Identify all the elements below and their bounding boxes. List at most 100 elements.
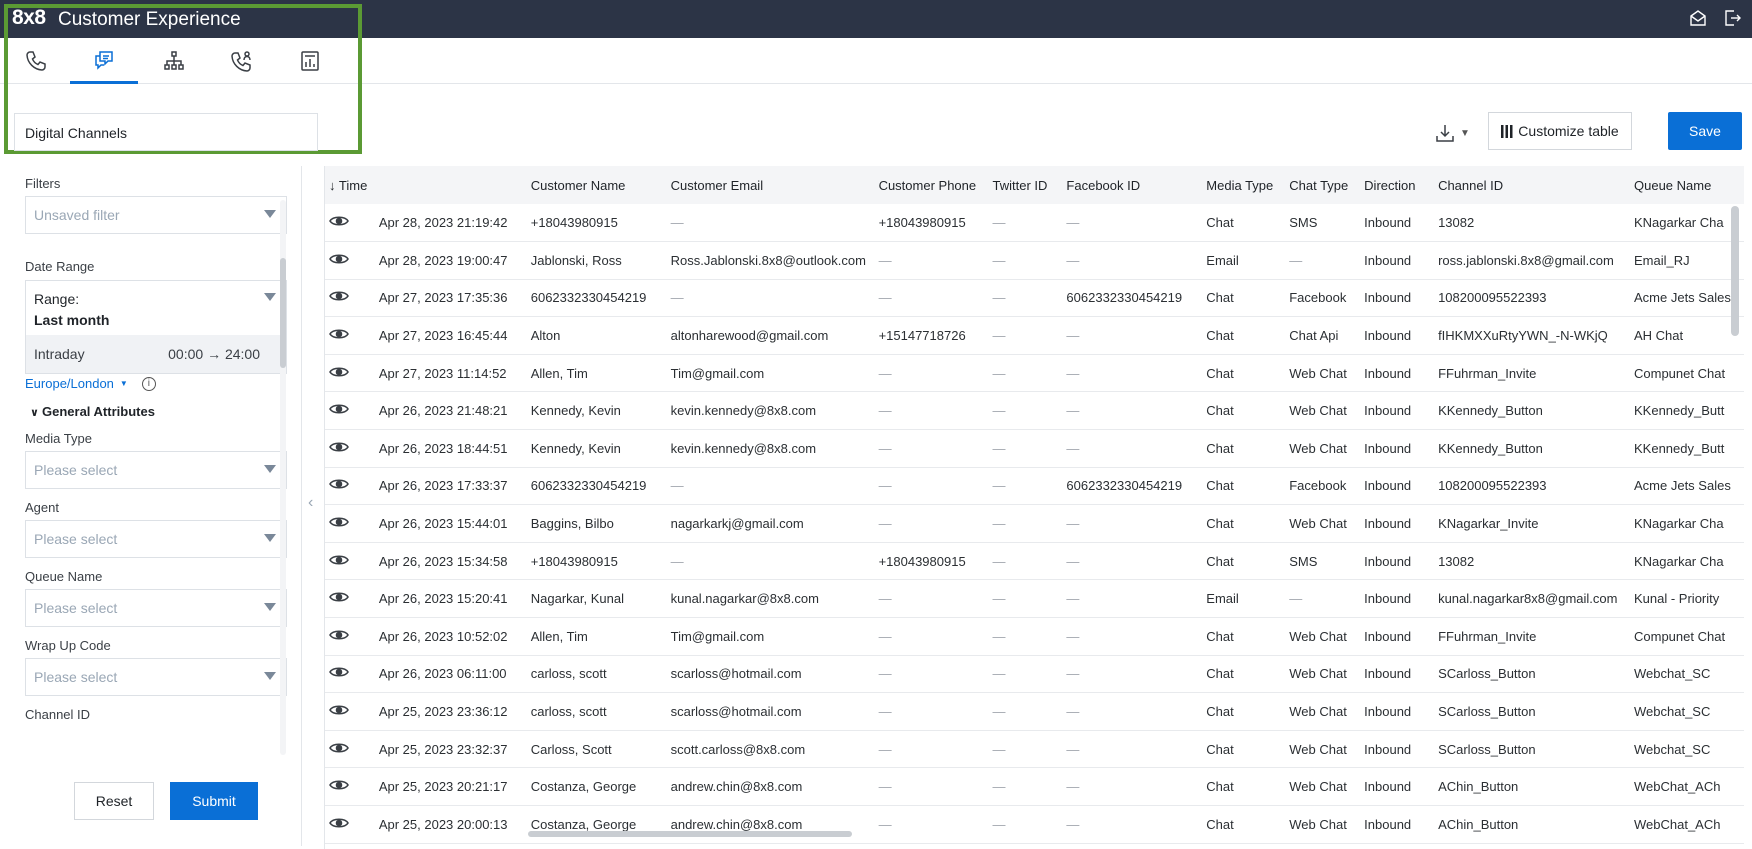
column-customer-email[interactable]: Customer Email — [666, 166, 875, 204]
view-record-button[interactable] — [325, 241, 375, 280]
channel-selector[interactable]: Digital Channels — [14, 113, 318, 151]
table-cell: Inbound — [1360, 542, 1435, 581]
tab-phone[interactable] — [2, 38, 70, 84]
general-attributes-toggle[interactable]: ∨ General Attributes — [30, 404, 155, 419]
view-record-button[interactable] — [325, 767, 375, 806]
view-record-button[interactable] — [325, 504, 375, 543]
tab-digital-channels[interactable] — [70, 38, 138, 84]
table-row[interactable]: Apr 27, 2023 16:45:44 Alton altonharewood@… — [325, 316, 1744, 355]
queue-name-select[interactable]: Please select — [25, 589, 287, 627]
table-row[interactable]: Apr 25, 2023 20:00:13 Costanza, George and… — [325, 805, 1744, 844]
saved-filter-select[interactable]: Unsaved filter — [25, 196, 287, 234]
view-record-button[interactable] — [325, 204, 375, 243]
media-type-select[interactable]: Please select — [25, 451, 287, 489]
table-cell: Ross.Jablonski.8x8@outlook.com — [666, 241, 875, 280]
table-row[interactable]: Apr 28, 2023 19:00:47 Jablonski, Ross Ross… — [325, 241, 1744, 280]
tab-agent-calls[interactable] — [208, 38, 276, 84]
table-row[interactable]: Apr 27, 2023 17:35:36 6062332330454219— — —… — [325, 279, 1744, 318]
table-cell: — — [988, 579, 1063, 619]
column-channel-id[interactable]: Channel ID — [1434, 166, 1630, 204]
table-cell: Carloss, Scott — [526, 730, 667, 769]
table-cell: — — [1285, 579, 1361, 619]
view-record-button[interactable] — [325, 316, 375, 355]
timezone-select[interactable]: Europe/London ▼ i — [25, 376, 156, 391]
reset-button[interactable]: Reset — [74, 782, 154, 820]
intraday-row[interactable]: Intraday 00:00 → 24:00 — [26, 335, 286, 373]
table-row[interactable]: Apr 25, 2023 20:21:17 Costanza, George and… — [325, 767, 1744, 806]
table-row[interactable]: Apr 26, 2023 21:48:21 Kennedy, Kevin kevin… — [325, 391, 1744, 431]
table-cell: Nagarkar, Kunal — [526, 579, 667, 619]
table-cell: +18043980915 — [874, 542, 989, 581]
table-vertical-scrollbar[interactable] — [1731, 206, 1739, 336]
table-cell: — — [1062, 730, 1203, 769]
wrap-up-code-select[interactable]: Please select — [25, 658, 287, 696]
eye-icon — [329, 667, 349, 677]
info-icon[interactable]: i — [141, 376, 156, 391]
table-row[interactable]: Apr 25, 2023 23:36:12 carloss, scott scarl… — [325, 692, 1744, 731]
logout-icon[interactable] — [1722, 8, 1742, 33]
column-queue-name[interactable]: Queue Name — [1630, 166, 1744, 204]
submit-button[interactable]: Submit — [170, 782, 258, 820]
download-icon — [1436, 125, 1454, 142]
table-cell: Chat — [1202, 767, 1286, 806]
sort-column-header[interactable]: ↓ Time — [325, 166, 527, 204]
table-row[interactable]: Apr 26, 2023 18:44:51 Kennedy, Kevin kevin… — [325, 429, 1744, 468]
table-cell: AH Chat — [1630, 316, 1744, 355]
filters-scrollbar[interactable] — [280, 258, 286, 368]
table-cell: — — [666, 542, 875, 581]
view-record-button[interactable] — [325, 467, 375, 506]
table-row[interactable]: Apr 26, 2023 10:52:02 Allen, Tim Tim@gmail… — [325, 617, 1744, 656]
agent-select[interactable]: Please select — [25, 520, 287, 558]
table-cell: Webchat_SC — [1630, 692, 1744, 731]
view-record-button[interactable] — [325, 429, 375, 468]
table-row[interactable]: Apr 26, 2023 15:20:41 Nagarkar, Kunal kuna… — [325, 579, 1744, 619]
view-record-button[interactable] — [325, 655, 375, 694]
view-record-button[interactable] — [325, 391, 375, 431]
column-direction[interactable]: Direction — [1360, 166, 1435, 204]
table-cell: Web Chat — [1285, 504, 1361, 543]
view-record-button[interactable] — [325, 692, 375, 731]
table-cell: WebChat_ACh — [1630, 805, 1744, 844]
save-button[interactable]: Save — [1668, 112, 1742, 150]
column-customer-name[interactable]: Customer Name — [526, 166, 667, 204]
table-cell: Inbound — [1360, 467, 1435, 506]
agent-placeholder: Please select — [34, 531, 118, 547]
table-row[interactable]: Apr 25, 2023 23:32:37 Carloss, Scott scott… — [325, 730, 1744, 769]
tab-reports[interactable] — [276, 38, 344, 84]
view-record-button[interactable] — [325, 805, 375, 844]
download-button[interactable]: ▼ — [1434, 120, 1474, 146]
tab-organization[interactable] — [140, 38, 208, 84]
table-cell: Apr 28, 2023 19:00:47 — [374, 241, 527, 280]
table-row[interactable]: Apr 27, 2023 11:14:52 Allen, Tim Tim@gmail… — [325, 354, 1744, 393]
table-cell: — — [1062, 805, 1203, 844]
table-row[interactable]: Apr 26, 2023 15:34:58 +18043980915— +18043… — [325, 542, 1744, 581]
mail-icon[interactable] — [1688, 8, 1708, 33]
table-row[interactable]: Apr 28, 2023 21:19:42 +18043980915— +18043… — [325, 204, 1744, 243]
table-cell: — — [874, 354, 989, 393]
table-horizontal-scrollbar[interactable] — [528, 831, 852, 837]
table-row[interactable]: Apr 26, 2023 17:33:37 6062332330454219— — —… — [325, 467, 1744, 506]
column-facebook-id[interactable]: Facebook ID — [1062, 166, 1203, 204]
range-select[interactable]: Range: Last month — [26, 281, 286, 335]
view-record-button[interactable] — [325, 354, 375, 393]
column-twitter-id[interactable]: Twitter ID — [988, 166, 1063, 204]
table-cell: — — [1062, 391, 1203, 431]
view-record-button[interactable] — [325, 542, 375, 581]
view-record-button[interactable] — [325, 617, 375, 656]
table-cell: Inbound — [1360, 429, 1435, 468]
table-cell: KNagarkar Cha — [1630, 204, 1744, 243]
table-cell: Apr 25, 2023 20:00:13 — [374, 805, 527, 844]
table-cell: 13082 — [1434, 542, 1630, 581]
view-record-button[interactable] — [325, 730, 375, 769]
table-row[interactable]: Apr 26, 2023 06:11:00 carloss, scott scarl… — [325, 655, 1744, 694]
table-row[interactable]: Apr 26, 2023 15:44:01 Baggins, Bilbo nagar… — [325, 504, 1744, 543]
view-record-button[interactable] — [325, 579, 375, 619]
customize-table-button[interactable]: Customize table — [1488, 112, 1632, 150]
column-chat-type[interactable]: Chat Type — [1285, 166, 1361, 204]
collapse-panel-icon[interactable]: ‹ — [308, 494, 314, 511]
column-media-type[interactable]: Media Type — [1202, 166, 1286, 204]
table-cell: AChin_Button — [1434, 805, 1630, 844]
table-cell: — — [874, 767, 989, 806]
view-record-button[interactable] — [325, 279, 375, 318]
column-customer-phone[interactable]: Customer Phone — [874, 166, 989, 204]
